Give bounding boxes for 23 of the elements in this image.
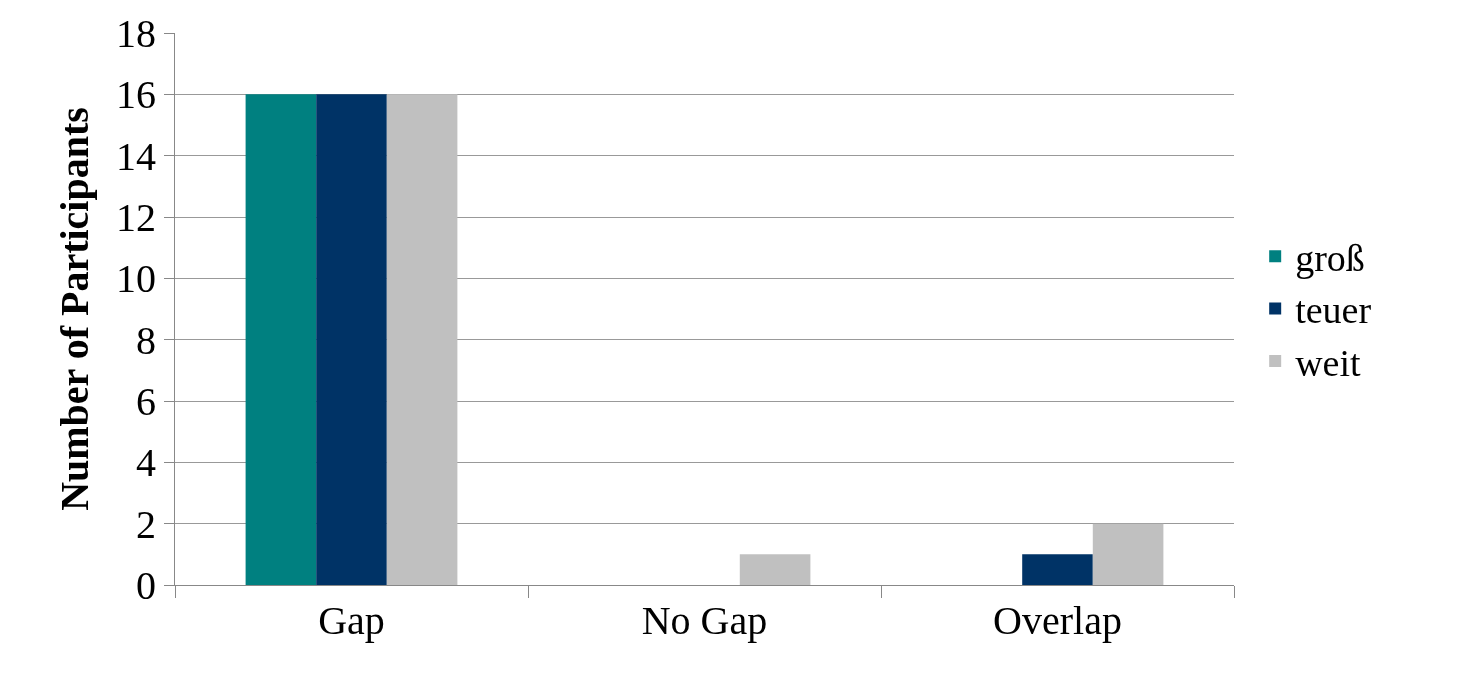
bar xyxy=(316,94,387,585)
y-axis-title: Number of Participants xyxy=(51,107,97,511)
y-tick-label: 0 xyxy=(136,563,156,608)
y-tick-label: 6 xyxy=(136,379,156,424)
bar xyxy=(1092,523,1164,585)
bar xyxy=(386,94,458,585)
bar xyxy=(739,554,811,585)
x-tick-label: Gap xyxy=(318,598,385,643)
y-tick-label: 4 xyxy=(136,440,156,486)
legend-label: teuer xyxy=(1295,289,1372,332)
y-tick-label: 14 xyxy=(116,133,156,179)
y-tick-label: 10 xyxy=(116,256,156,302)
x-tick-label: Overlap xyxy=(993,598,1122,643)
x-tick-label: No Gap xyxy=(641,598,768,643)
y-tick-label: 18 xyxy=(116,11,156,56)
y-tick-label: 12 xyxy=(116,195,156,240)
y-tick-label: 2 xyxy=(136,501,156,547)
legend-label: groß xyxy=(1295,237,1365,280)
y-tick-label: 16 xyxy=(116,72,156,118)
bar xyxy=(245,94,317,585)
bar xyxy=(1022,554,1093,585)
legend-label: weit xyxy=(1295,341,1362,384)
y-tick-label: 8 xyxy=(136,317,156,363)
